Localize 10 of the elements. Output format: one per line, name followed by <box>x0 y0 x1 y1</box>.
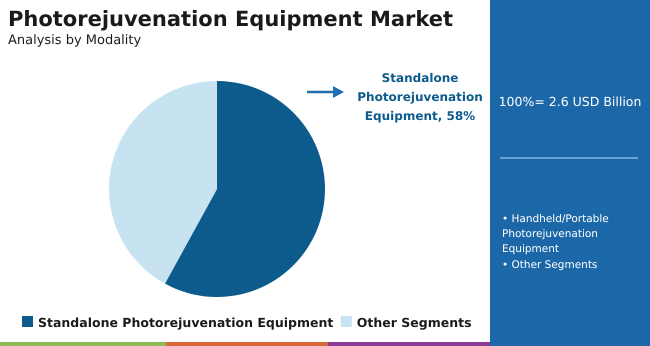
text: 100%= 2.6 USD Billion <box>498 94 642 109</box>
data-label: Standalone Photorejuvenation Equipment, 58% <box>357 71 483 123</box>
pie-slice <box>164 81 325 297</box>
text: • Handheld/Portable Photorejuvenation Equipment <box>502 213 609 255</box>
legend-label: Standalone Photorejuvenation Equipment <box>38 315 334 330</box>
text: • Other Segments <box>502 259 598 271</box>
pie-slice <box>109 81 217 284</box>
chart-title: Photorejuvenation Equipment Market <box>8 7 454 31</box>
chart-subtitle: Analysis by Modality <box>8 33 142 48</box>
legend-label: Other Segments <box>356 315 472 330</box>
